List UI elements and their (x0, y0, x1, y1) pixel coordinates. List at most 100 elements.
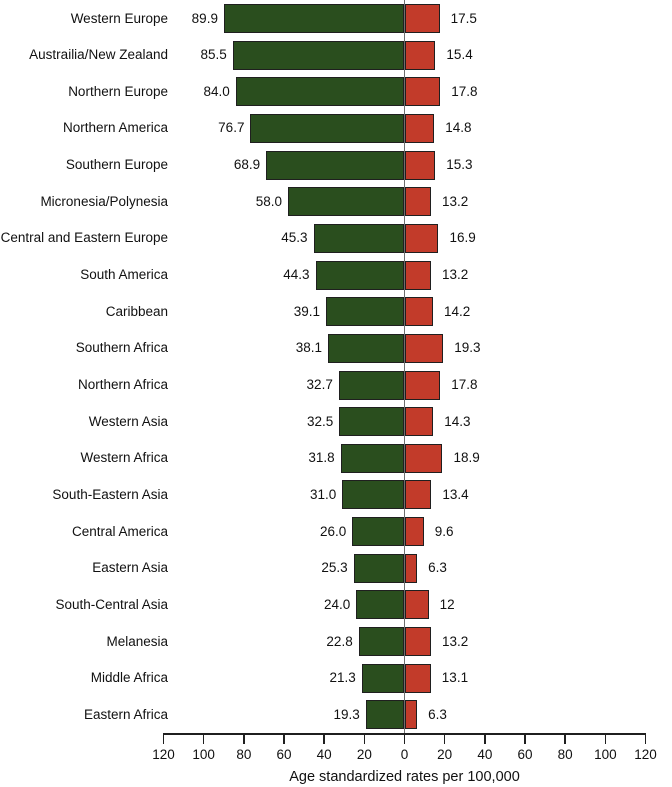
x-axis-tick-mark (323, 733, 325, 744)
left-green-bar (353, 553, 405, 583)
left-green-bar (235, 77, 405, 107)
right-red-bar (404, 40, 436, 70)
category-label: Central America (71, 523, 168, 539)
right-value-label: 13.2 (442, 193, 469, 209)
right-red-bar (404, 4, 440, 33)
category-label: Middle Africa (90, 670, 168, 686)
right-red-bar (404, 113, 435, 143)
x-axis-tick-mark (524, 733, 526, 744)
left-value-label: 32.5 (306, 413, 334, 429)
left-value-label: 58.0 (255, 193, 283, 209)
category-label: Northern America (62, 120, 168, 136)
left-green-bar (365, 700, 405, 730)
category-label: South-Central Asia (55, 596, 168, 612)
right-red-bar (404, 443, 443, 473)
left-value-label: 39.1 (293, 303, 320, 319)
category-label: Northern Europe (68, 83, 168, 99)
x-axis-tick-mark (604, 733, 607, 744)
left-green-bar (361, 663, 405, 693)
right-red-bar (404, 663, 431, 693)
left-value-label: 38.1 (295, 340, 322, 356)
right-value-label: 19.3 (454, 340, 481, 356)
category-label: South-Eastern Asia (52, 486, 168, 502)
x-axis-tick-mark (443, 733, 446, 744)
x-axis-tick-label: 100 (594, 747, 617, 762)
right-value-label: 14.8 (445, 120, 472, 136)
left-value-label: 26.0 (320, 523, 347, 539)
right-red-bar (404, 370, 441, 400)
left-green-bar (313, 223, 405, 253)
left-green-bar (356, 590, 405, 620)
left-green-bar (339, 407, 405, 437)
right-value-label: 15.4 (446, 47, 473, 63)
category-label: Western Asia (88, 413, 168, 429)
right-red-bar (404, 553, 418, 583)
x-axis-tick-mark (484, 733, 486, 744)
left-value-label: 21.3 (329, 670, 356, 686)
left-value-label: 89.9 (191, 10, 218, 26)
x-axis-tick-label: 120 (152, 747, 175, 762)
left-green-bar (327, 333, 405, 363)
right-value-label: 15.3 (446, 157, 473, 173)
left-value-label: 45.3 (281, 230, 308, 246)
left-value-label: 19.3 (333, 706, 360, 722)
x-axis-tick-label: 40 (477, 747, 493, 762)
right-red-bar (404, 627, 431, 657)
category-label: Melanesia (106, 633, 168, 649)
right-value-label: 17.8 (451, 83, 478, 99)
right-value-label: 12 (439, 596, 455, 612)
category-label: Southern Africa (75, 340, 168, 356)
right-red-bar (404, 187, 431, 217)
right-value-label: 6.3 (428, 706, 447, 722)
right-red-bar (404, 150, 436, 180)
category-label: South America (80, 267, 168, 283)
left-green-bar (340, 443, 405, 473)
left-value-label: 22.8 (326, 633, 353, 649)
left-value-label: 68.9 (233, 157, 261, 173)
left-value-label: 76.7 (218, 120, 245, 136)
x-axis-tick-label: 60 (517, 747, 533, 762)
x-axis-tick-label: 20 (437, 747, 453, 762)
right-value-label: 9.6 (434, 523, 454, 539)
left-green-bar (223, 4, 405, 33)
right-value-label: 16.9 (449, 230, 476, 246)
zero-axis-line (403, 0, 406, 733)
x-axis-tick-label: 0 (400, 747, 409, 762)
right-value-label: 18.9 (453, 450, 480, 466)
x-axis-tick-mark (403, 733, 406, 744)
x-axis-tick-mark (644, 733, 647, 744)
x-axis-tick-label: 60 (276, 747, 292, 762)
x-axis-tick-label: 20 (356, 747, 372, 762)
left-green-bar (338, 370, 405, 400)
category-label: Micronesia/Polynesia (40, 193, 168, 209)
right-value-label: 13.4 (442, 486, 469, 502)
category-label: Central and Eastern Europe (0, 230, 168, 246)
category-label: Eastern Africa (83, 706, 168, 722)
left-green-bar (315, 260, 405, 290)
left-green-bar (232, 40, 405, 70)
left-green-bar (266, 150, 405, 180)
x-axis-tick-mark (162, 733, 165, 744)
left-value-label: 31.0 (309, 486, 337, 502)
right-red-bar (404, 480, 432, 510)
category-label: Caribbean (105, 303, 168, 319)
x-axis-tick-mark (363, 733, 366, 744)
right-red-bar (404, 297, 434, 327)
category-label: Austrailia/New Zealand (29, 47, 168, 63)
right-value-label: 6.3 (428, 560, 447, 576)
x-axis-tick-mark (283, 733, 285, 744)
x-axis-tick-label: 40 (316, 747, 332, 762)
x-axis-tick-mark (564, 733, 566, 744)
right-value-label: 17.8 (451, 377, 478, 392)
x-axis-tick-label: 80 (236, 747, 252, 762)
right-value-label: 13.2 (442, 267, 469, 283)
left-green-bar (288, 187, 405, 217)
right-value-label: 13.2 (442, 633, 469, 649)
left-value-label: 44.3 (283, 267, 310, 283)
right-red-bar (404, 333, 444, 363)
right-red-bar (404, 590, 429, 620)
left-green-bar (325, 297, 405, 327)
left-value-label: 85.5 (200, 47, 227, 63)
right-red-bar (404, 77, 441, 107)
